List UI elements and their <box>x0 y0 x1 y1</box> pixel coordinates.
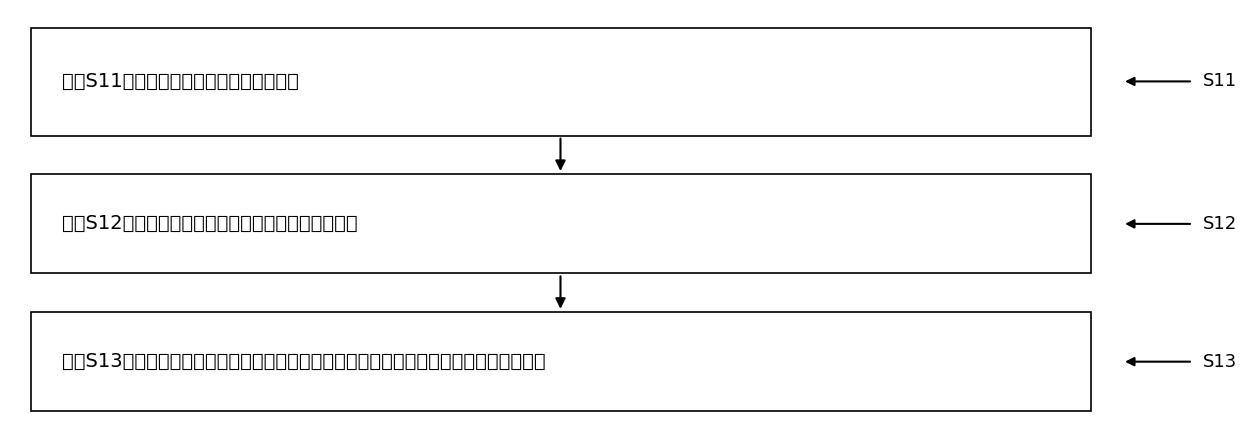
Bar <box>31 28 1091 136</box>
Bar <box>31 312 1091 411</box>
Text: 步骤S12，对各病理切片进行扫描获得数字病理图像；: 步骤S12，对各病理切片进行扫描获得数字病理图像； <box>62 214 357 233</box>
Text: 步骤S13，对数字病理图像中的病灶区根据关联肺癌病情图像特征进行标注获得标注图像。: 步骤S13，对数字病理图像中的病灶区根据关联肺癌病情图像特征进行标注获得标注图像… <box>62 352 546 371</box>
Text: 步骤S11，获取若干肺癌患者的病理切片；: 步骤S11，获取若干肺癌患者的病理切片； <box>62 72 299 91</box>
Text: S13: S13 <box>1203 353 1238 371</box>
Bar <box>31 174 1091 273</box>
Text: S11: S11 <box>1203 73 1238 90</box>
Text: S12: S12 <box>1203 215 1238 233</box>
